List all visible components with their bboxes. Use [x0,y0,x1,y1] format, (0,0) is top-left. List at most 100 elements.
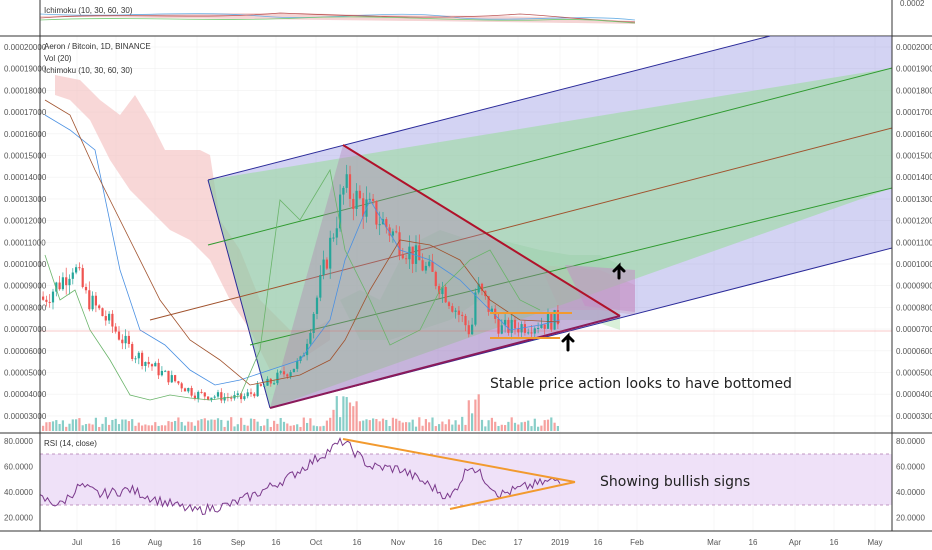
candle-body [510,319,513,333]
volume-bar [540,425,543,431]
volume-bar [75,419,78,431]
volume-bar [342,396,345,431]
price-tick-label: 0.00004000 [4,390,47,399]
price-tick-label: 0.00005000 [896,369,932,378]
volume-bar [348,402,352,431]
volume-bar [114,418,117,431]
volume-bar [223,426,226,431]
volume-bar [329,417,332,431]
candle-body [249,392,253,394]
volume-bar [61,420,64,431]
price-tick-label: 0.00014000 [896,173,932,182]
volume-bar [68,423,71,431]
rsi-tick-label: 80.0000 [896,437,925,446]
volume-bar [55,420,58,431]
price-tick-label: 0.00006000 [896,347,932,356]
volume-bar [451,424,454,431]
volume-bar [457,424,460,431]
ichimoku-cloud-bear [55,75,330,370]
volume-bar [543,420,546,431]
candle-body [464,315,467,326]
volume-bar [104,417,107,431]
candle-body [58,282,61,290]
candle-body [414,245,418,264]
rsi-tick-label: 40.0000 [896,488,925,497]
ichimoku-kijun-line [44,99,561,386]
candle-body [553,310,556,330]
price-tick-label: 0.00004000 [896,390,932,399]
price-tick-label: 0.00016000 [896,130,932,139]
volume-bar [411,419,414,431]
volume-bar [296,424,299,431]
candle-body [345,174,348,188]
volume-bar [309,418,312,431]
volume-bar [405,422,408,431]
price-tick-label: 0.00012000 [896,217,932,226]
x-tick-label: 16 [353,538,362,547]
volume-bar [533,418,536,431]
volume-bar [78,418,81,431]
volume-bar [504,425,507,431]
candle-body [411,246,414,264]
candle-body [441,287,444,295]
volume-bar [91,424,94,431]
volume-bar [141,425,144,431]
volume-bar [193,425,196,431]
candle-body [434,271,437,287]
candle-body [421,260,424,271]
candle-body [477,283,480,293]
candle-body [144,361,147,366]
rsi-legend: RSI (14, close) [44,439,97,448]
volume-bar [299,426,302,431]
price-tick-label: 0.00011000 [4,238,46,247]
candle-body [312,313,315,333]
volume-bar [160,425,163,431]
candle-body [150,364,154,367]
candle-body [454,310,457,312]
candle-body [71,272,74,279]
candle-body [385,219,388,228]
top-legend: Ichimoku (10, 30, 60, 30) [44,6,133,15]
candle-body [117,331,121,340]
x-tick-label: Sep [231,538,246,547]
candle-body [474,292,477,325]
candle-body [157,362,160,376]
candle-body [461,314,464,316]
volume-bar [339,417,342,431]
candle-body [127,335,130,344]
candle-body [286,374,289,377]
x-tick-label: Apr [789,538,802,547]
candle-body [259,384,262,386]
x-tick-label: 17 [514,538,523,547]
volume-bar [368,420,371,431]
price-tick-label: 0.00009000 [4,282,47,291]
candle-body [78,267,81,269]
price-tick-label: 0.00009000 [896,282,932,291]
candle-body [368,198,371,200]
volume-bar [322,425,325,431]
rsi-tick-label: 60.0000 [4,463,33,472]
volume-bar [167,421,170,431]
candle-body [471,324,474,335]
candle-body [180,383,183,389]
volume-bar [121,419,124,431]
candle-body [216,392,220,397]
volume-bar [170,421,173,431]
volume-bar [131,419,134,431]
candle-body [513,319,517,329]
candle-body [507,319,510,333]
volume-bar [418,417,421,431]
candle-body [108,313,111,321]
candle-body [504,319,507,326]
candle-body [299,356,302,361]
volume-bar [200,419,203,431]
candle-body [263,385,266,387]
main-legend-volume: Vol (20) [44,54,72,63]
candle-body [236,393,239,396]
volume-bar [154,422,157,431]
volume-bars [42,394,559,431]
volume-bar [424,419,427,431]
price-tick-label: 0.00013000 [896,195,932,204]
x-axis: Jul 16 Aug 16 Sep 16 Oct 16 Nov 16 Dec 17 2019 16 Feb M… [72,538,883,547]
